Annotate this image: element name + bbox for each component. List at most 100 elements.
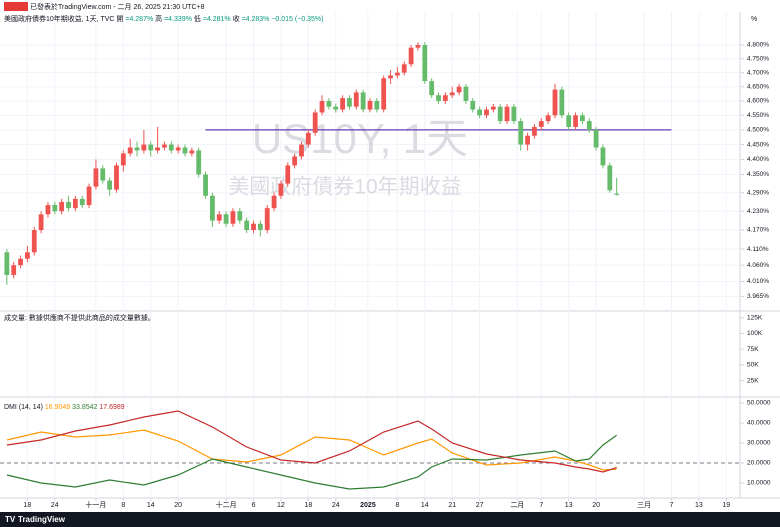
candle-body bbox=[107, 180, 113, 190]
candle-body bbox=[155, 147, 160, 151]
indicator-value: 17.6989 bbox=[99, 404, 124, 411]
legend-value: =4.287% bbox=[125, 16, 155, 23]
candle-body bbox=[175, 147, 181, 151]
x-tick-label: 十二月 bbox=[216, 500, 237, 509]
candle-body bbox=[333, 106, 339, 110]
x-tick-label: 6 bbox=[252, 502, 256, 509]
candle-body bbox=[367, 100, 373, 110]
candle-body bbox=[408, 47, 414, 65]
x-tick-label: 14 bbox=[147, 502, 155, 509]
candle-body bbox=[305, 132, 311, 145]
candle-body bbox=[470, 100, 476, 110]
candle-body bbox=[552, 89, 558, 116]
x-tick-label: 13 bbox=[565, 502, 573, 509]
candle-body bbox=[381, 78, 387, 110]
indicator-value: 33.8542 bbox=[72, 404, 99, 411]
legend-value: =4.339% bbox=[164, 16, 194, 23]
indicator-value: 16.9049 bbox=[45, 404, 72, 411]
x-tick-label: 13 bbox=[695, 502, 703, 509]
x-tick-label: 8 bbox=[121, 502, 125, 509]
candle-body bbox=[456, 86, 462, 93]
candle-body bbox=[312, 112, 318, 133]
candle-body bbox=[525, 135, 530, 145]
candle-body bbox=[360, 92, 366, 110]
candle-body bbox=[134, 147, 140, 151]
y-tick-label: 4.450% bbox=[747, 141, 769, 148]
y-tick-label: 4.400% bbox=[747, 156, 769, 163]
x-tick-label: 21 bbox=[448, 502, 456, 509]
x-tick-label: 7 bbox=[539, 502, 543, 509]
candle-body bbox=[38, 214, 44, 231]
volume-note: 成交量: 數據供應商不提供此商品的成交量數據。 bbox=[4, 313, 155, 322]
candle-body bbox=[278, 183, 284, 196]
legend-label: 高 bbox=[155, 14, 164, 23]
candle-body bbox=[415, 44, 421, 48]
candle-body bbox=[196, 150, 202, 175]
candle-body bbox=[504, 106, 510, 122]
candle-body bbox=[484, 109, 489, 116]
x-tick-label: 7 bbox=[670, 502, 674, 509]
legend-title: 美國政府債券10年期收益, 1天, TVC bbox=[4, 14, 116, 23]
candle-body bbox=[340, 98, 345, 110]
candle-body bbox=[93, 168, 99, 187]
y-tick-label: 4.750% bbox=[747, 55, 769, 62]
indicator-title: DMI (14, 14) bbox=[4, 404, 45, 411]
y-tick-label: 4.170% bbox=[747, 227, 769, 234]
legend-label: 低 bbox=[194, 14, 203, 23]
candle-body bbox=[497, 106, 503, 122]
candle-body bbox=[518, 121, 524, 145]
y-tick-label: 25K bbox=[747, 377, 759, 384]
candle-body bbox=[580, 115, 585, 122]
y-tick-label: 4.500% bbox=[747, 127, 769, 134]
x-tick-label: 十一月 bbox=[85, 500, 106, 509]
candle-body bbox=[436, 95, 441, 101]
x-tick-label: 三月 bbox=[637, 501, 651, 509]
candle-body bbox=[285, 165, 291, 184]
dmi-line bbox=[6, 429, 617, 471]
candle-body bbox=[593, 129, 599, 148]
candle-body bbox=[463, 86, 469, 101]
x-tick-label: 8 bbox=[395, 502, 399, 509]
candle-body bbox=[559, 89, 565, 116]
candle-body bbox=[600, 147, 606, 166]
candle-body bbox=[59, 201, 65, 212]
candle-body bbox=[11, 265, 17, 275]
candle-body bbox=[72, 198, 78, 209]
dmi-line bbox=[6, 434, 618, 490]
x-tick-label: 18 bbox=[24, 502, 32, 509]
legend-change: −0.015 (−0.35%) bbox=[271, 16, 323, 23]
legend-label: 開 bbox=[116, 15, 125, 23]
candle-body bbox=[52, 205, 58, 212]
candle-body bbox=[573, 115, 578, 127]
candle-body bbox=[18, 258, 23, 266]
candle-body bbox=[189, 150, 195, 154]
legend-label: 收 bbox=[233, 14, 242, 23]
candle-body bbox=[422, 44, 428, 82]
candle-body bbox=[353, 92, 359, 107]
y-tick-label: 75K bbox=[747, 346, 759, 353]
x-tick-label: 20 bbox=[592, 502, 600, 509]
candle-body bbox=[257, 223, 263, 231]
watermark: US10Y, 1天 bbox=[252, 115, 468, 162]
x-tick-label: 二月 bbox=[510, 501, 524, 509]
y-tick-label: 40.0000 bbox=[747, 420, 771, 427]
footer-logo: TradingView bbox=[18, 515, 66, 524]
candle-body bbox=[395, 72, 400, 76]
y-tick-label: 4.060% bbox=[747, 262, 769, 269]
candle-body bbox=[607, 165, 613, 191]
candle-body bbox=[203, 174, 208, 196]
x-tick-label: 2025 bbox=[360, 502, 376, 509]
x-tick-label: 19 bbox=[722, 502, 730, 509]
legend: 美國政府債券10年期收益, 1天, TVC 開 =4.287% 高 =4.339… bbox=[4, 14, 324, 23]
dmi-line bbox=[6, 410, 617, 473]
candle-body bbox=[162, 144, 167, 148]
logo-mark: TV bbox=[5, 515, 16, 524]
candle-body bbox=[566, 115, 572, 127]
candle-body bbox=[120, 153, 126, 166]
candle-body bbox=[86, 186, 92, 206]
x-tick-label: 20 bbox=[174, 502, 182, 509]
x-tick-label: 14 bbox=[421, 502, 429, 509]
x-tick-label: 24 bbox=[332, 502, 340, 509]
candle-body bbox=[45, 205, 51, 215]
y-tick-label: 4.290% bbox=[747, 189, 769, 196]
